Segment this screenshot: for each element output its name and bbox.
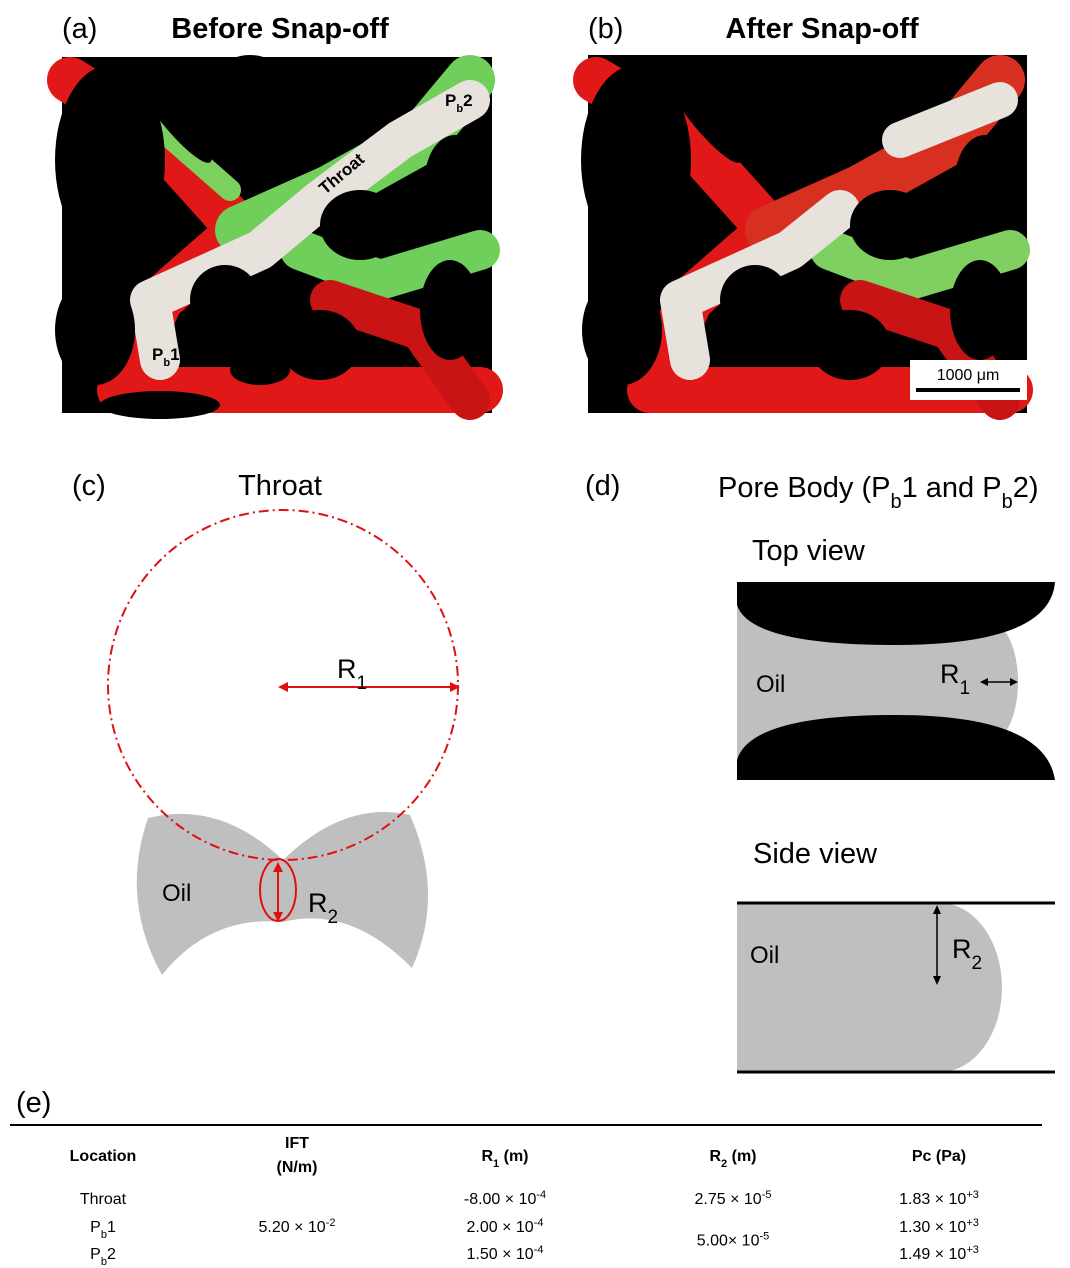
label: 1: [356, 673, 367, 694]
panel-label: (e): [16, 1087, 51, 1119]
table-cell: P: [90, 1219, 101, 1236]
panel-label: (c): [72, 470, 106, 502]
table-cell: -4: [534, 1217, 544, 1229]
svg-text:5.20 × 10-2: 5.20 × 10-2: [259, 1217, 336, 1236]
svg-text:1.83 × 10+3: 1.83 × 10+3: [899, 1189, 979, 1208]
table-cell: 1: [107, 1219, 116, 1236]
svg-text:1.50 × 10-4: 1.50 × 10-4: [467, 1244, 544, 1263]
table-cell: -4: [536, 1189, 546, 1201]
svg-text:R2 (m): R2 (m): [709, 1148, 756, 1170]
svg-text:2.75 × 10-5: 2.75 × 10-5: [695, 1189, 772, 1208]
label: R: [952, 934, 972, 964]
label: R: [940, 659, 960, 689]
svg-text:Throat: Throat: [80, 1191, 127, 1208]
table-header: Pc (Pa): [912, 1148, 966, 1165]
table-cell: 2.75 × 10: [695, 1191, 762, 1208]
annotation: 2: [463, 91, 472, 110]
table-cell: -5: [762, 1189, 772, 1201]
table-cell: +3: [966, 1244, 979, 1256]
scale-bar-label: 1000 μm: [937, 367, 1000, 384]
table-cell: 1.83 × 10: [899, 1191, 966, 1208]
photo-before: Pb2 Throat Pb1: [55, 55, 492, 419]
svg-text:IFT: IFT: [285, 1135, 309, 1152]
table-cell: +3: [966, 1217, 979, 1229]
table-cell: +3: [966, 1189, 979, 1201]
label: Oil: [162, 880, 191, 907]
svg-text:R1 (m): R1 (m): [481, 1148, 528, 1170]
table-header: (m): [727, 1148, 756, 1165]
table-cell: -5: [759, 1231, 769, 1243]
table-header: R: [709, 1148, 721, 1165]
svg-text:2.00 × 10-4: 2.00 × 10-4: [467, 1217, 544, 1236]
label: 2: [972, 953, 983, 974]
table-header: IFT: [285, 1135, 309, 1152]
table-header: R: [481, 1148, 493, 1165]
table-cell: -4: [534, 1244, 544, 1256]
panel-label: (b): [588, 13, 623, 45]
label: R: [308, 888, 328, 918]
table-cell: Throat: [80, 1191, 127, 1208]
svg-text:Pb2: Pb2: [90, 1246, 116, 1268]
table-cell: P: [90, 1246, 101, 1263]
table-cell: 5.00× 10: [697, 1233, 760, 1250]
svg-text:Pore Body (Pb1 and Pb2): Pore Body (Pb1 and Pb2): [718, 472, 1039, 513]
svg-text:(N/m): (N/m): [277, 1159, 318, 1176]
svg-text:1.30 × 10+3: 1.30 × 10+3: [899, 1217, 979, 1236]
label: Oil: [750, 942, 779, 969]
panel-title: Pore Body (P: [718, 472, 890, 504]
view-title: Side view: [753, 838, 878, 870]
photo-after: 1000 μm: [581, 55, 1027, 413]
panel-title: 1 and P: [902, 472, 1002, 504]
svg-text:-8.00 × 10-4: -8.00 × 10-4: [464, 1189, 546, 1208]
annotation: 1: [170, 345, 179, 364]
table-cell: 1.49 × 10: [899, 1246, 966, 1263]
table-header: (N/m): [277, 1159, 318, 1176]
table-cell: -2: [326, 1217, 336, 1229]
svg-text:5.00× 10-5: 5.00× 10-5: [697, 1231, 770, 1250]
panel-title: Throat: [238, 470, 322, 502]
annotation: P: [445, 91, 456, 110]
label: 1: [960, 678, 971, 699]
panel-title: Before Snap-off: [171, 13, 389, 45]
panel-title: b: [890, 491, 901, 513]
annotation: P: [152, 345, 163, 364]
svg-text:Location: Location: [70, 1148, 137, 1165]
table-cell: 2: [107, 1246, 116, 1263]
table-header: Location: [70, 1148, 137, 1165]
table-cell: 2.00 × 10: [467, 1219, 534, 1236]
panel-title: 2): [1013, 472, 1039, 504]
table-cell: 5.20 × 10: [259, 1219, 326, 1236]
panel-label: (a): [62, 13, 97, 45]
panel-label: (d): [585, 470, 620, 502]
table-header: (m): [499, 1148, 528, 1165]
svg-text:Pb1: Pb1: [90, 1219, 116, 1241]
table-cell: -8.00 × 10: [464, 1191, 537, 1208]
label: 2: [328, 907, 339, 928]
svg-text:1.49 × 10+3: 1.49 × 10+3: [899, 1244, 979, 1263]
panel-title: b: [1002, 491, 1013, 513]
label: R: [337, 654, 357, 684]
table-cell: 1.30 × 10: [899, 1219, 966, 1236]
table-cell: 1.50 × 10: [467, 1246, 534, 1263]
svg-text:Pc (Pa): Pc (Pa): [912, 1148, 966, 1165]
figure: Pb2 Throat Pb1 1000 μm (a) Before Snap-o…: [0, 0, 1070, 1268]
label: Oil: [756, 671, 785, 698]
view-title: Top view: [752, 535, 866, 567]
panel-title: After Snap-off: [725, 13, 919, 45]
